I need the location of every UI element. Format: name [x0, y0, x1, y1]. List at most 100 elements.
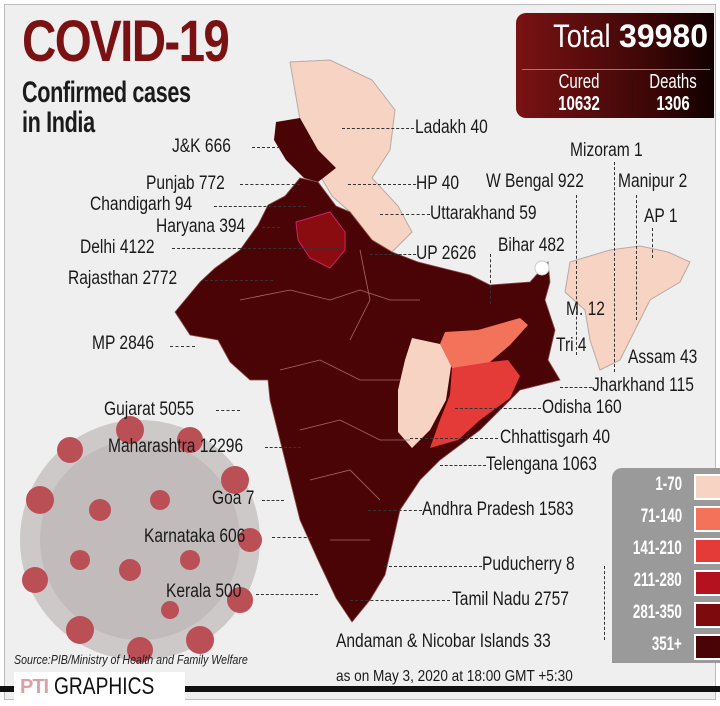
label-karnataka: Karnataka 606	[144, 526, 246, 547]
label-punjab: Punjab 772	[146, 173, 225, 194]
region-haryana	[295, 211, 346, 269]
legend-range: 351+	[652, 634, 682, 655]
leader-line	[368, 510, 422, 511]
leader-line	[265, 447, 301, 448]
legend-swatch	[694, 474, 720, 500]
leader-line	[262, 227, 280, 228]
source-note: Source:PIB/Ministry of Health and Family…	[14, 652, 248, 667]
leader-line	[240, 184, 300, 185]
leader-line	[490, 254, 491, 304]
totals-box: Total 39980 Cured 10632 Deaths 1306	[516, 13, 714, 118]
legend-item: 281-350	[612, 600, 720, 628]
label-meghalaya: M. 12	[566, 299, 605, 320]
legend-swatch	[694, 634, 720, 660]
cured-stat: Cured 10632	[545, 71, 613, 115]
leader-line	[410, 438, 498, 439]
label-bihar: Bihar 482	[498, 235, 565, 256]
legend-swatch	[694, 506, 720, 532]
label-up: UP 2626	[416, 243, 477, 264]
subtitle-line-1: Confirmed cases	[22, 76, 191, 109]
label-gujarat: Gujarat 5055	[104, 399, 195, 420]
label-haryana: Haryana 394	[156, 216, 246, 237]
label-assam: Assam 43	[628, 347, 698, 368]
label-mizoram: Mizoram 1	[570, 140, 643, 161]
legend-range: 71-140	[640, 506, 682, 527]
label-mp: MP 2846	[92, 333, 155, 354]
leader-line	[272, 537, 312, 538]
deaths-stat: Deaths 1306	[639, 71, 707, 115]
leader-line	[440, 465, 486, 466]
graphics-label: GRAPHICS	[54, 673, 155, 700]
leader-line	[455, 408, 541, 409]
total-row: Total 39980	[516, 15, 714, 57]
legend-item: 351+	[612, 632, 720, 660]
total-value: 39980	[619, 18, 708, 54]
leader-line	[652, 228, 653, 258]
label-hp: HP 40	[416, 173, 460, 194]
leader-line	[576, 195, 577, 355]
region-sikkim	[534, 260, 550, 276]
leader-line	[370, 254, 416, 255]
label-odisha: Odisha 160	[542, 397, 622, 418]
leader-line	[172, 248, 342, 249]
page-title: COVID-19	[22, 9, 230, 74]
legend-item: 211-280	[612, 568, 720, 596]
divider	[522, 69, 710, 70]
label-andhra: Andhra Pradesh 1583	[422, 499, 574, 520]
label-ladakh: Ladakh 40	[415, 117, 488, 138]
deaths-value: 1306	[656, 93, 690, 115]
subtitle-line-2: in India	[22, 106, 95, 139]
pti-logo-icon: PTI	[20, 675, 49, 698]
bottom-rule	[0, 686, 720, 692]
leader-line	[384, 566, 482, 567]
leader-line	[256, 594, 318, 595]
label-wbengal: W Bengal 922	[486, 171, 584, 192]
label-telengana: Telengana 1063	[486, 454, 597, 475]
leader-line	[560, 387, 592, 388]
label-ap-arunachal: AP 1	[644, 206, 678, 227]
region-mainland	[174, 177, 561, 623]
legend-item: 1-70	[612, 472, 720, 500]
label-manipur: Manipur 2	[618, 171, 688, 192]
legend: 1-70 71-140 141-210 211-280 281-350 351+	[612, 468, 720, 663]
legend-swatch	[694, 538, 720, 564]
cured-value: 10632	[558, 93, 600, 115]
label-delhi: Delhi 4122	[80, 237, 155, 258]
cured-label: Cured	[558, 71, 600, 93]
leader-line	[604, 566, 605, 640]
label-tamilnadu: Tamil Nadu 2757	[452, 589, 569, 610]
legend-swatch	[694, 602, 720, 628]
label-puducherry: Puducherry 8	[482, 554, 575, 575]
leader-line	[350, 600, 450, 601]
legend-item: 71-140	[612, 504, 720, 532]
label-tripura: Tri 4	[556, 335, 587, 356]
pti-graphics-logo: PTI GRAPHICS	[14, 672, 186, 702]
as-of-timestamp: as on May 3, 2020 at 18:00 GMT +5:30	[336, 668, 573, 685]
leader-line	[170, 346, 195, 347]
leader-line	[262, 500, 284, 501]
label-jk: J&K 666	[172, 136, 231, 157]
leader-line	[342, 128, 414, 129]
divider	[632, 73, 633, 113]
legend-item: 141-210	[612, 536, 720, 564]
leader-line	[252, 147, 280, 148]
total-label: Total	[552, 18, 611, 54]
leader-line	[214, 206, 306, 207]
label-rajasthan: Rajasthan 2772	[68, 268, 178, 289]
region-odisha	[430, 360, 520, 448]
leader-line	[216, 410, 240, 411]
region-jharkhand	[440, 318, 528, 372]
leader-line	[205, 280, 273, 281]
legend-range: 141-210	[633, 538, 682, 559]
legend-range: 1-70	[655, 474, 682, 495]
label-andaman: Andaman & Nicobar Islands 33	[336, 631, 551, 652]
region-jk	[274, 118, 336, 182]
label-uttarakhand: Uttarakhand 59	[430, 203, 537, 224]
region-ladakh	[289, 59, 413, 253]
label-kerala: Kerala 500	[166, 581, 242, 602]
label-goa: Goa 7	[212, 488, 255, 509]
region-chhattisgarh	[398, 338, 452, 448]
legend-range: 211-280	[633, 570, 682, 591]
label-chhattisgarh: Chhattisgarh 40	[500, 427, 611, 448]
